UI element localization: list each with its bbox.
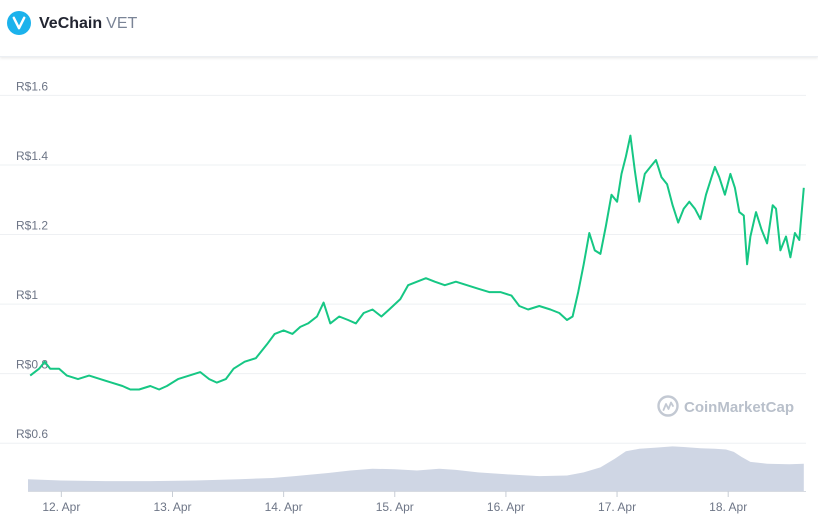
vechain-v-icon: [7, 11, 31, 35]
y-tick-label: R$1.6: [16, 79, 48, 93]
volume-area: [28, 446, 804, 491]
coinmarketcap-watermark: CoinMarketCap: [657, 395, 794, 417]
y-tick-label: R$1.2: [16, 219, 48, 233]
x-tick-label: 12. Apr: [42, 500, 80, 514]
x-tick-label: 15. Apr: [376, 500, 414, 514]
x-tick-label: 18. Apr: [709, 500, 747, 514]
x-tick-label: 14. Apr: [265, 500, 303, 514]
y-tick-label: R$1.4: [16, 149, 48, 163]
coinmarketcap-logo-icon: [657, 395, 679, 417]
x-tick-label: 16. Apr: [487, 500, 525, 514]
coin-symbol: VET: [106, 15, 138, 32]
x-axis-labels: 12. Apr 13. Apr 14. Apr 15. Apr 16. Apr 17. A…: [42, 491, 747, 514]
chart-grid: [0, 94, 806, 492]
coin-header: VeChain VET: [0, 0, 818, 57]
x-tick-label: 13. Apr: [153, 500, 191, 514]
x-tick-label: 17. Apr: [598, 500, 636, 514]
y-axis-labels: R$0.6R$0.8R$1R$1.2R$1.4R$1.6: [16, 79, 48, 441]
y-tick-label: R$1: [16, 288, 38, 302]
y-tick-label: R$0.6: [16, 427, 48, 441]
coin-title: VeChain VET: [39, 14, 137, 34]
price-line: [29, 134, 805, 391]
watermark-text: CoinMarketCap: [684, 399, 794, 416]
coin-name: VeChain: [39, 15, 103, 32]
